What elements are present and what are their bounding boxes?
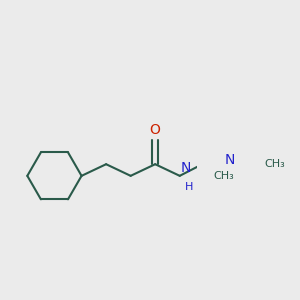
Text: N: N: [225, 153, 235, 167]
Text: CH₃: CH₃: [213, 171, 234, 181]
Text: O: O: [150, 123, 160, 137]
Text: CH₃: CH₃: [264, 159, 285, 169]
Text: N: N: [181, 160, 191, 175]
Text: H: H: [185, 182, 193, 192]
